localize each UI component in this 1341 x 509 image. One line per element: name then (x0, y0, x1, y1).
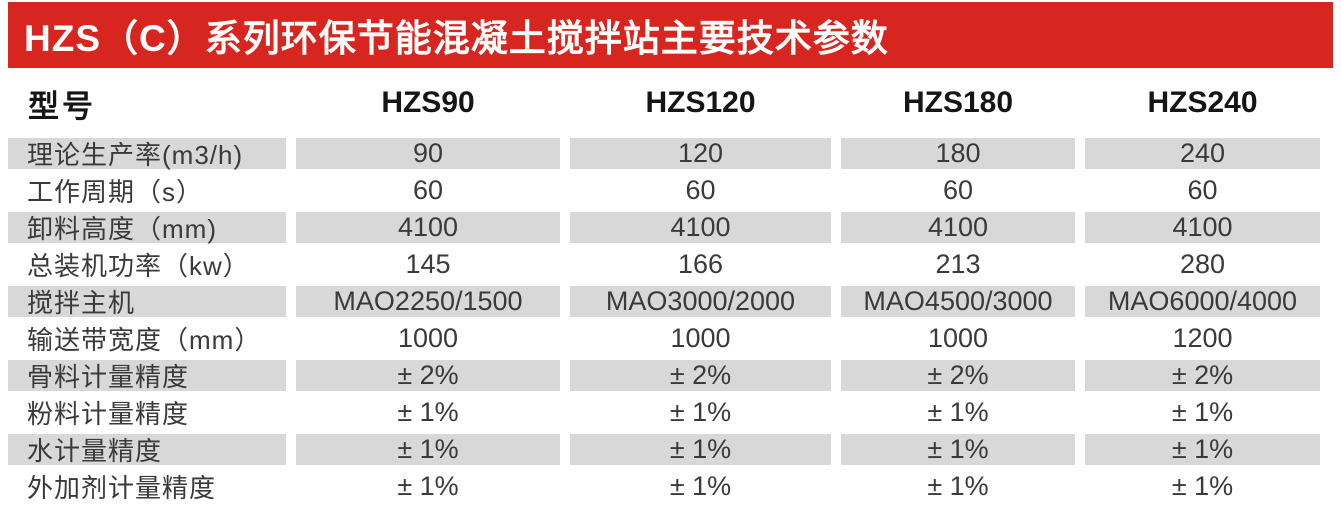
row-value: 60 (1187, 175, 1218, 205)
row-value: ± 1% (669, 397, 732, 427)
row-value: 1200 (1172, 323, 1233, 353)
table-row: 输送带宽度（mm） 1000 1000 1000 1200 (8, 323, 1320, 355)
row-value: ± 1% (1085, 434, 1320, 465)
row-value: 180 (841, 138, 1075, 169)
row-value: 4100 (1085, 212, 1320, 243)
row-value: MAO4500/3000 (841, 286, 1075, 317)
row-value: ± 2% (296, 360, 560, 391)
row-label: 水计量精度 (8, 434, 286, 466)
table-row: 搅拌主机 MAO2250/1500 MAO3000/2000 MAO4500/3000… (8, 286, 1320, 318)
column-header-hzs180: HZS180 (902, 86, 1014, 119)
row-value: ± 1% (669, 471, 732, 501)
row-value: 60 (685, 175, 716, 205)
row-label: 工作周期（s） (27, 177, 204, 207)
row-label: 输送带宽度（mm） (27, 325, 262, 355)
table-row: 骨料计量精度 ± 2% ± 2% ± 2% ± 2% (8, 360, 1320, 392)
row-value: 145 (405, 249, 451, 279)
row-value: ± 1% (927, 471, 989, 501)
row-value: 60 (942, 175, 974, 205)
row-label: 卸料高度（mm) (8, 212, 286, 244)
column-header-model: 型号 (28, 88, 96, 124)
row-value: ± 2% (841, 360, 1075, 391)
row-value: 90 (296, 138, 560, 169)
spec-table: 型号 HZS90 HZS120 HZS180 HZS240 理论生产率(m3/h… (8, 68, 1320, 508)
row-label: 总装机功率（kw） (27, 251, 250, 281)
row-value: ± 1% (927, 397, 989, 427)
row-value: 1000 (927, 323, 989, 353)
table-row: 工作周期（s） 60 60 60 60 (8, 175, 1320, 207)
row-label: 理论生产率(m3/h) (8, 138, 286, 170)
table-body: 理论生产率(m3/h) 90 120 180 240 工作周期（s） 60 60 60 60 卸料高… (8, 138, 1320, 503)
row-value: MAO2250/1500 (296, 286, 560, 317)
row-value: MAO6000/4000 (1085, 286, 1320, 317)
row-value: 4100 (841, 212, 1075, 243)
table-row: 理论生产率(m3/h) 90 120 180 240 (8, 138, 1320, 170)
row-value: ± 1% (397, 397, 459, 427)
row-value: 4100 (296, 212, 560, 243)
row-value: 240 (1085, 138, 1320, 169)
row-label: 骨料计量精度 (8, 360, 286, 392)
column-header-hzs120: HZS120 (645, 86, 756, 119)
table-row: 卸料高度（mm) 4100 4100 4100 4100 (8, 212, 1320, 244)
row-label: 外加剂计量精度 (27, 473, 217, 503)
row-value: 60 (412, 175, 444, 205)
row-label: 粉料计量精度 (27, 399, 190, 429)
row-label: 搅拌主机 (8, 286, 286, 318)
table-row: 总装机功率（kw） 145 166 213 280 (8, 249, 1320, 281)
title-banner: HZS（C）系列环保节能混凝土搅拌站主要技术参数 (8, 2, 1333, 68)
row-value: ± 1% (296, 434, 560, 465)
column-header-hzs90: HZS90 (381, 86, 475, 119)
row-value: 280 (1179, 249, 1226, 279)
page-title: HZS（C）系列环保节能混凝土搅拌站主要技术参数 (24, 18, 889, 59)
table-row: 粉料计量精度 ± 1% ± 1% ± 1% ± 1% (8, 397, 1320, 429)
row-value: ± 2% (1085, 360, 1320, 391)
row-value: ± 1% (570, 434, 831, 465)
row-value: 1000 (670, 323, 731, 353)
column-header-hzs240: HZS240 (1147, 86, 1258, 119)
row-value: ± 2% (570, 360, 831, 391)
row-value: 120 (570, 138, 831, 169)
row-value: ± 1% (1171, 397, 1234, 427)
row-value: 213 (935, 249, 981, 279)
row-value: ± 1% (397, 471, 459, 501)
row-value: MAO3000/2000 (570, 286, 831, 317)
row-value: ± 1% (1171, 471, 1234, 501)
row-value: 4100 (570, 212, 831, 243)
row-value: 1000 (397, 323, 459, 353)
table-header-row: 型号 HZS90 HZS120 HZS180 HZS240 (8, 68, 1320, 138)
table-row: 外加剂计量精度 ± 1% ± 1% ± 1% ± 1% (8, 471, 1320, 503)
row-value: ± 1% (841, 434, 1075, 465)
table-row: 水计量精度 ± 1% ± 1% ± 1% ± 1% (8, 434, 1320, 466)
row-value: 166 (677, 249, 724, 279)
